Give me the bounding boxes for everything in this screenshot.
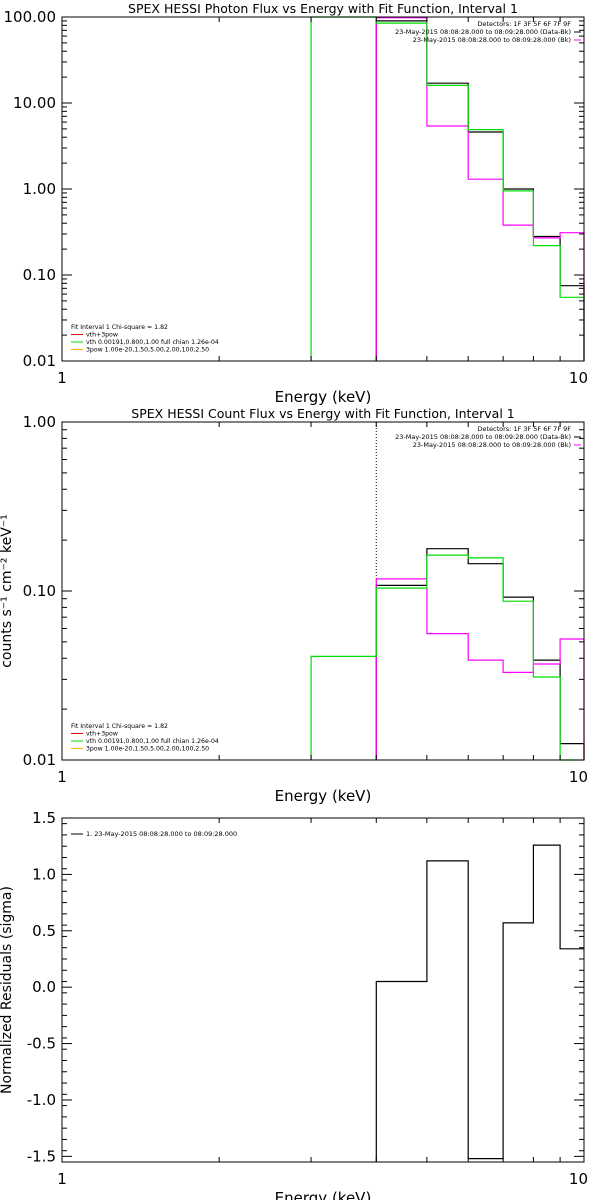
legend-top-right: Detectors: 1F 3F 5F 6F 7F 9F23-May-2015 …	[395, 20, 581, 44]
legend-entry: vth 0.00191,0.800,1.00 full chian 1.26e-…	[86, 738, 219, 745]
x-axis-label: Energy (keV)	[275, 1189, 372, 1200]
plot-frame	[61, 421, 585, 761]
y-tick-label: 0.10	[23, 582, 56, 600]
y-axis-label: Normalized Residuals (sigma)	[0, 886, 15, 1094]
plot-frame	[61, 817, 585, 1163]
chart-panel-3: 1 10 -1.5 -1.0 -0.5 0.0 0.5 1.0 1.5 Energy (keV) N…	[0, 809, 588, 1200]
chart-title: SPEX HESSI Photon Flux vs Energy with Fi…	[128, 1, 518, 16]
series-2-histogram	[375, 578, 585, 760]
legend-entry: Fit Interval 1 Chi-square = 1.82	[71, 324, 168, 331]
y-tick-label: 1.0	[32, 865, 56, 883]
y-tick-label: -1.5	[27, 1147, 56, 1165]
legend-entry: 23-May-2015 08:08:28.000 to 08:09:28.000…	[395, 433, 571, 441]
legend-entry: 3pow 1.00e-20,1.50,5.00,2.00,100,2.50	[86, 746, 209, 753]
legend-entry: Fit Interval 1 Chi-square = 1.82	[71, 723, 168, 730]
series-1-histogram	[375, 844, 584, 1162]
legend-bottom-left: Fit Interval 1 Chi-square = 1.82vth+3pow…	[71, 723, 219, 753]
chart-panel-1: 1 10 0.01 0.10 1.00 10.00 100.00 SPEX HESSI Pho…	[4, 1, 589, 406]
x-tick-label: 10	[569, 369, 588, 387]
y-axis-label: counts s⁻¹ cm⁻² keV⁻¹	[0, 514, 15, 668]
series-1-histogram	[375, 20, 585, 361]
series-2-histogram	[375, 17, 585, 361]
legend-top-left: 1. 23-May-2015 08:08:28.000 to 08:09:28.…	[71, 830, 237, 838]
series-1-histogram	[375, 548, 585, 760]
y-tick-label: 0.10	[23, 266, 56, 284]
legend-entry: Detectors: 1F 3F 5F 6F 7F 9F	[477, 425, 571, 433]
y-tick-label: 1.00	[23, 413, 56, 431]
x-tick-label: 1	[57, 369, 67, 387]
x-tick-label: 1	[57, 1170, 67, 1188]
x-tick-label: 1	[57, 768, 67, 786]
y-tick-label: 0.0	[32, 978, 56, 996]
legend-bottom-left: Fit Interval 1 Chi-square = 1.82vth+3pow…	[71, 324, 219, 354]
y-tick-label: -1.0	[27, 1091, 56, 1109]
legend-entry: vth+3pow	[86, 731, 118, 738]
legend-entry: 23-May-2015 08:08:28.000 to 08:09:28.000…	[413, 36, 571, 44]
y-tick-label: 1.00	[23, 180, 56, 198]
y-tick-label: -0.5	[27, 1035, 56, 1053]
x-axis-label: Energy (keV)	[275, 787, 372, 805]
y-tick-label: 0.5	[32, 922, 56, 940]
legend-entry: 23-May-2015 08:08:28.000 to 08:09:28.000…	[413, 441, 571, 449]
legend-entry: vth 0.00191,0.800,1.00 full chian 1.26e-…	[86, 339, 219, 346]
chart-title: SPEX HESSI Count Flux vs Energy with Fit…	[131, 406, 514, 421]
series-3-histogram	[310, 16, 585, 361]
legend-top-right: Detectors: 1F 3F 5F 6F 7F 9F23-May-2015 …	[395, 425, 581, 449]
series-3-histogram	[310, 554, 584, 761]
legend-entry: Detectors: 1F 3F 5F 6F 7F 9F	[477, 20, 571, 28]
y-tick-label: 1.5	[32, 809, 56, 827]
x-tick-label: 10	[569, 768, 588, 786]
legend-entry: 23-May-2015 08:08:28.000 to 08:09:28.000…	[395, 28, 571, 36]
x-axis-label: Energy (keV)	[275, 388, 372, 406]
y-tick-label: 0.01	[23, 352, 56, 370]
chart-panel-2: 1 10 0.01 0.10 1.00 SPEX HESSI Count Flux vs …	[0, 406, 588, 805]
x-tick-label: 10	[569, 1170, 588, 1188]
y-tick-label: 100.00	[4, 8, 57, 26]
legend-entry: 3pow 1.00e-20,1.50,5.00,2.00,100,2.50	[86, 347, 209, 354]
y-tick-label: 0.01	[23, 751, 56, 769]
legend-entry: 1. 23-May-2015 08:08:28.000 to 08:09:28.…	[86, 830, 237, 838]
legend-entry: vth+3pow	[86, 332, 118, 339]
y-tick-label: 10.00	[13, 94, 56, 112]
